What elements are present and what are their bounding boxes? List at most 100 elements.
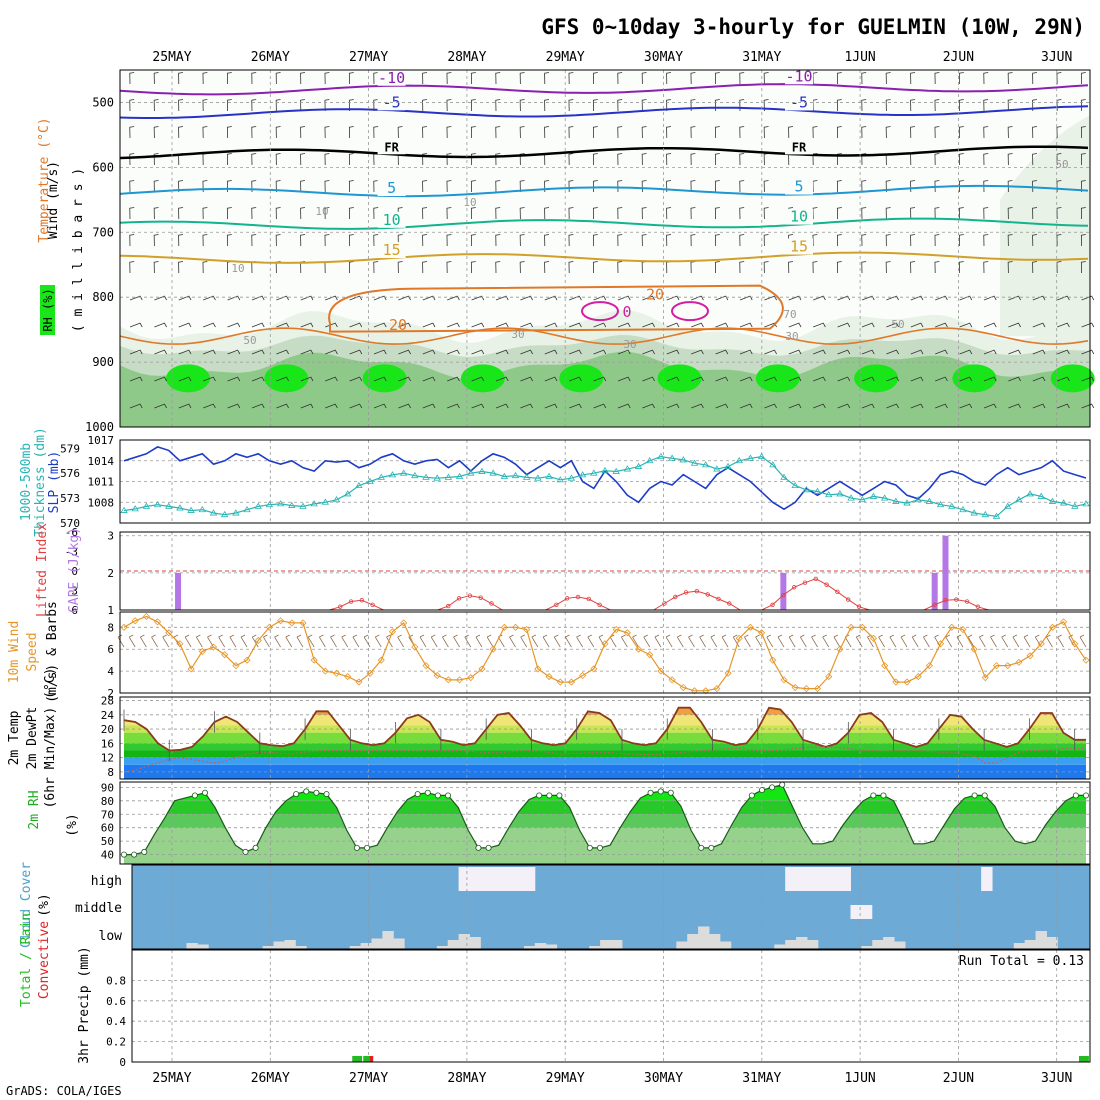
wind-barb — [275, 153, 281, 166]
wind10m-barb — [632, 634, 639, 648]
thickness-marker — [422, 473, 430, 480]
wind-barb — [690, 72, 696, 85]
wind-barb — [886, 376, 899, 382]
contour-label-bg — [377, 69, 406, 86]
rh-marker — [353, 844, 360, 851]
contour-label-temp-neg10-0: -10 — [378, 69, 405, 87]
wind10m-barb — [755, 634, 762, 648]
contour-label-bg — [785, 138, 813, 155]
rh-line — [124, 783, 1086, 856]
wind-barb — [617, 376, 631, 382]
wind10m-marker — [1071, 640, 1079, 648]
wind-barb — [202, 72, 208, 85]
cloud-low-24 — [393, 938, 405, 949]
wind-barb — [300, 322, 314, 328]
wind10m-marker — [288, 619, 296, 627]
cloud-clear-high-12 — [839, 867, 851, 891]
wind-barb — [520, 295, 533, 301]
ylabel-cape: CAPE (J/kg) — [67, 527, 82, 613]
wind-barb — [861, 322, 875, 328]
wind10m-marker — [579, 671, 587, 680]
wind-barb — [788, 261, 794, 274]
ylabel-temp2m-a: 2m Temp — [7, 710, 22, 765]
wind10m-barb — [386, 634, 393, 648]
wind10m-barb — [956, 634, 964, 648]
rh-tick-70: 70 — [101, 808, 114, 821]
y-tick-800: 800 — [92, 290, 114, 304]
wind-barb — [714, 261, 720, 274]
wind-barb — [958, 207, 964, 220]
wind-barb — [714, 72, 720, 85]
wind-barb — [398, 295, 411, 301]
wind10m-marker — [646, 651, 654, 659]
thick-tick-570: 570 — [60, 517, 80, 530]
contour-label-bg — [377, 180, 406, 197]
wind-barb — [300, 207, 306, 220]
cloud-clear-high-1 — [469, 867, 481, 891]
rh-label-7: 30 — [623, 338, 636, 351]
wind-barb — [739, 349, 753, 355]
wind-barb — [349, 322, 363, 328]
wind-barb — [690, 234, 696, 247]
contour-label-temp-5-0: 5 — [387, 179, 396, 197]
rh-marker — [445, 792, 452, 799]
wind-tick-6: 6 — [107, 643, 114, 656]
wind-barb — [397, 261, 403, 274]
wind-barb — [1007, 261, 1013, 274]
thickness-marker — [120, 506, 128, 513]
thickness-marker — [836, 490, 844, 497]
li-marker — [554, 602, 559, 607]
temp-band-4 — [124, 732, 1086, 744]
temp-band-1 — [124, 757, 1086, 765]
wind-barb — [861, 180, 867, 193]
wind-barb — [836, 207, 842, 220]
cloud-low-30 — [458, 934, 470, 949]
wind-barb — [251, 322, 265, 328]
wind10m-barb — [833, 634, 841, 648]
rh-core-7 — [854, 364, 899, 393]
thickness-marker — [612, 467, 620, 474]
wind-barb — [275, 207, 281, 220]
wind-barb — [398, 376, 411, 382]
wind-barb — [1080, 234, 1086, 247]
wind-barb — [251, 234, 257, 247]
wind-barb — [495, 295, 509, 301]
wind10m-barb — [128, 634, 136, 648]
thickness-marker — [556, 476, 564, 483]
wind-barb — [544, 295, 558, 301]
wind-barb — [373, 403, 387, 409]
wind-barb — [1032, 349, 1046, 355]
wind10m-barb — [140, 634, 147, 648]
wind-barb — [226, 207, 232, 220]
bottom-date-28MAY: 28MAY — [447, 1071, 486, 1086]
li-marker — [932, 602, 937, 607]
wind-barb — [1032, 99, 1038, 112]
wind-barb — [593, 295, 607, 301]
wind-barb — [519, 126, 525, 139]
wind10m-marker — [1037, 640, 1045, 648]
li-marker — [802, 580, 808, 585]
wind-barb — [154, 322, 167, 328]
thickness-marker — [1048, 497, 1057, 504]
wind-barb — [1008, 349, 1021, 355]
rh-marker — [364, 844, 371, 851]
thickness-marker — [847, 494, 855, 501]
wind-barb — [153, 261, 159, 274]
thickness-marker — [657, 452, 665, 459]
precip-conv-bar-1 — [369, 1056, 374, 1062]
ylabel-temp: Temperature (°C) — [37, 117, 52, 242]
cloud-low-81 — [1013, 943, 1026, 949]
y-tick-700: 700 — [92, 225, 114, 239]
wind10m-marker — [690, 687, 699, 695]
thickness-marker — [690, 459, 699, 466]
ylabel-precip-part-0: 3hr Precip (mm) — [77, 946, 92, 1063]
wind-barb — [764, 322, 777, 328]
wind-barb — [714, 180, 720, 193]
cloud-low-42 — [589, 946, 601, 949]
cloud-low-70 — [894, 941, 906, 949]
wind-barb — [617, 207, 623, 220]
wind-barb — [1008, 403, 1021, 409]
wind-barb — [251, 126, 257, 139]
wind-barb — [495, 72, 501, 85]
wind10m-barb — [621, 634, 628, 648]
